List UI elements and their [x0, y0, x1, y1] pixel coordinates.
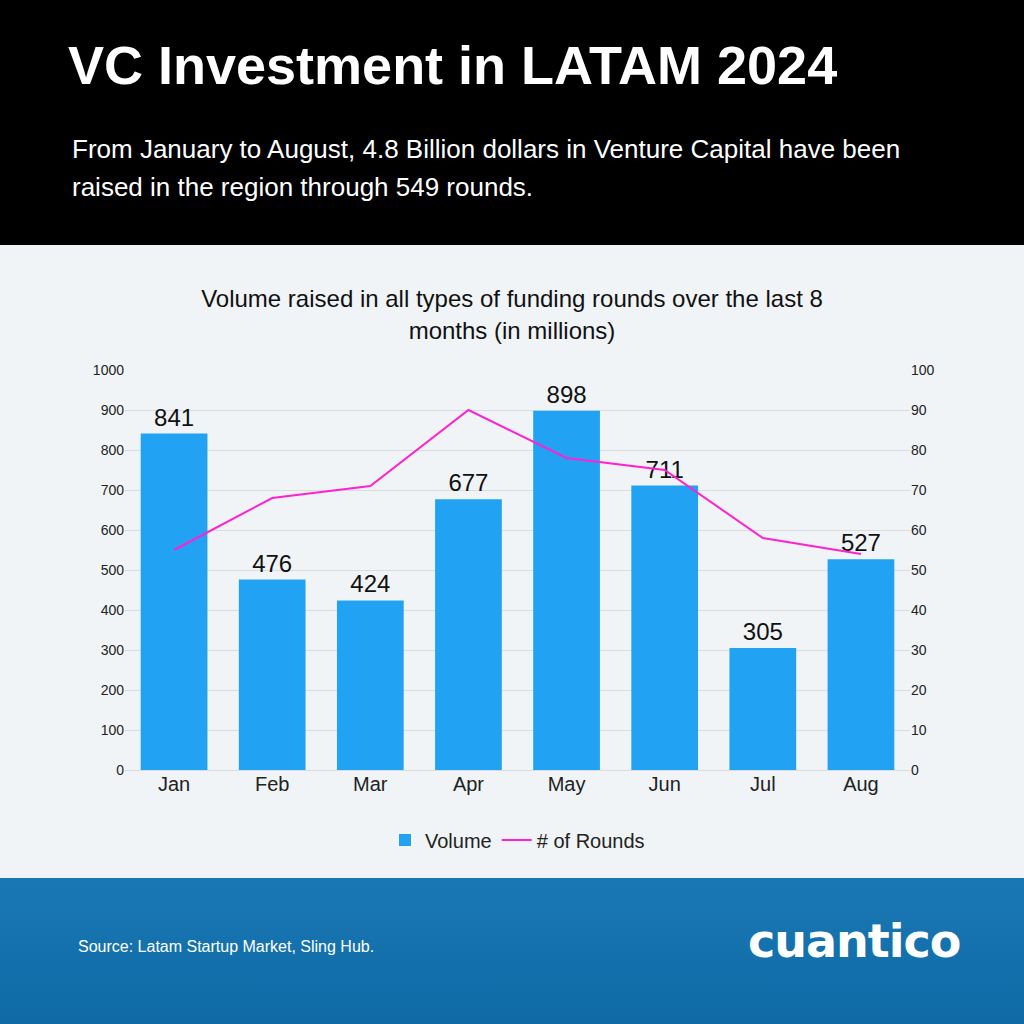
- svg-text:Jul: Jul: [750, 773, 776, 795]
- svg-text:Apr: Apr: [453, 773, 484, 795]
- svg-text:677: 677: [448, 469, 488, 496]
- svg-text:476: 476: [252, 550, 292, 577]
- svg-text:400: 400: [101, 602, 125, 618]
- svg-text:900: 900: [101, 402, 125, 418]
- svg-text:100: 100: [101, 722, 125, 738]
- svg-text:424: 424: [350, 570, 390, 597]
- svg-text:527: 527: [841, 529, 881, 556]
- svg-text:Volume: Volume: [425, 830, 492, 852]
- svg-text:Mar: Mar: [353, 773, 388, 795]
- svg-text:90: 90: [911, 402, 927, 418]
- svg-text:898: 898: [547, 381, 587, 408]
- svg-text:80: 80: [911, 442, 927, 458]
- svg-text:May: May: [548, 773, 586, 795]
- svg-text:Jun: Jun: [649, 773, 681, 795]
- svg-text:30: 30: [911, 642, 927, 658]
- svg-text:500: 500: [101, 562, 125, 578]
- svg-text:50: 50: [911, 562, 927, 578]
- svg-text:1000: 1000: [93, 362, 124, 378]
- svg-text:60: 60: [911, 522, 927, 538]
- svg-text:20: 20: [911, 682, 927, 698]
- html-text:From January to August, 4.8 Bi: From January to August, 4.8 Billion doll…: [72, 134, 901, 202]
- svg-text:10: 10: [911, 722, 927, 738]
- html-text:cuantico: cuantico: [748, 914, 961, 968]
- svg-text:# of Rounds: # of Rounds: [537, 830, 645, 852]
- svg-text:0: 0: [911, 762, 919, 778]
- svg-text:800: 800: [101, 442, 125, 458]
- svg-text:841: 841: [154, 404, 194, 431]
- svg-text:40: 40: [911, 602, 927, 618]
- html-text:Source: Latam Startup Market,: Source: Latam Startup Market, Sling Hub.: [78, 938, 375, 955]
- svg-text:Aug: Aug: [843, 773, 879, 795]
- svg-text:200: 200: [101, 682, 125, 698]
- html-text:Volume raised in all types of: Volume raised in all types of funding ro…: [201, 285, 823, 344]
- svg-text:Jan: Jan: [158, 773, 190, 795]
- svg-text:Feb: Feb: [255, 773, 289, 795]
- svg-text:0: 0: [116, 762, 124, 778]
- html-text:VC Investment in LATAM 2024: VC Investment in LATAM 2024: [68, 35, 838, 95]
- svg-text:305: 305: [743, 618, 783, 645]
- svg-text:600: 600: [101, 522, 125, 538]
- svg-text:300: 300: [101, 642, 125, 658]
- svg-text:100: 100: [911, 362, 935, 378]
- svg-text:700: 700: [101, 482, 125, 498]
- svg-text:70: 70: [911, 482, 927, 498]
- svg-text:711: 711: [646, 456, 684, 483]
